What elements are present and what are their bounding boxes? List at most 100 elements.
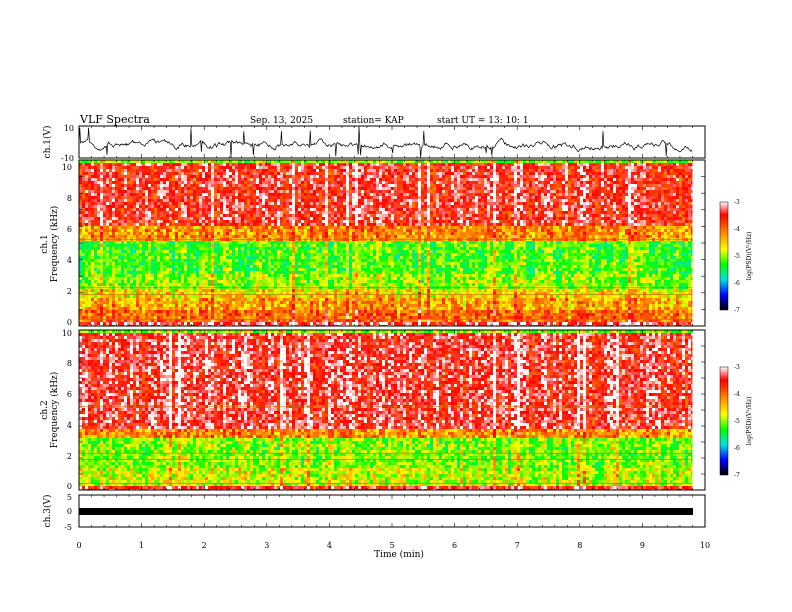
spectrogram-cell: [226, 172, 229, 175]
spectrogram-cell: [574, 184, 577, 187]
spectrogram-cell: [388, 178, 391, 181]
spectrogram-cell: [163, 193, 166, 196]
spectrogram-cell: [364, 190, 367, 193]
spectrogram-cell: [130, 181, 133, 184]
spectrogram-cell: [166, 196, 169, 199]
spectrogram-cell: [664, 163, 667, 166]
spectrogram-cell: [565, 163, 568, 166]
spectrogram-cell: [331, 184, 334, 187]
spectrogram-cell: [178, 172, 181, 175]
spectrogram-cell: [130, 172, 133, 175]
spectrogram-cell: [580, 193, 583, 196]
spectrogram-cell: [334, 175, 337, 178]
spectrogram-cell: [439, 187, 442, 190]
spectrogram-cell: [334, 187, 337, 190]
spectrogram-cell: [91, 163, 94, 166]
spectrogram-cell: [634, 184, 637, 187]
spectrogram-cell: [340, 172, 343, 175]
spectrogram-cell: [352, 193, 355, 196]
spectrogram-cell: [241, 178, 244, 181]
spectrogram-cell: [262, 178, 265, 181]
spectrogram-cell: [433, 184, 436, 187]
spectrogram-cell: [406, 190, 409, 193]
spectrogram-cell: [682, 181, 685, 184]
spectrogram-cell: [319, 163, 322, 166]
spectrogram-cell: [613, 184, 616, 187]
spectrogram-cell: [523, 163, 526, 166]
spectrogram-cell: [421, 175, 424, 178]
spectrogram-cell: [97, 175, 100, 178]
spectrogram-cell: [262, 193, 265, 196]
spectrogram-cell: [484, 175, 487, 178]
spectrogram-cell: [481, 181, 484, 184]
spectrogram-cell: [400, 184, 403, 187]
spectrogram-cell: [220, 178, 223, 181]
spectrogram-cell: [490, 169, 493, 172]
spectrogram-cell: [559, 169, 562, 172]
spectrogram-cell: [580, 172, 583, 175]
spectrogram-cell: [169, 166, 172, 169]
spectrogram-cell: [358, 169, 361, 172]
spectrogram-cell: [409, 184, 412, 187]
spectrogram-cell: [163, 175, 166, 178]
spectrogram-cell: [601, 187, 604, 190]
spectrogram-cell: [97, 172, 100, 175]
spectrogram-cell: [499, 175, 502, 178]
spectrogram-cell: [433, 166, 436, 169]
spectrogram-cell: [655, 166, 658, 169]
spectrogram-cell: [523, 178, 526, 181]
spectrogram-cell: [598, 178, 601, 181]
spectrogram-cell: [559, 178, 562, 181]
spectrogram-cell: [268, 190, 271, 193]
spectrogram-cell: [469, 163, 472, 166]
spectrogram-cell: [601, 175, 604, 178]
spectrogram-cell: [559, 181, 562, 184]
spectrogram-cell: [574, 193, 577, 196]
spectrogram-cell: [673, 172, 676, 175]
spectrogram-cell: [667, 172, 670, 175]
spectrogram-cell: [439, 190, 442, 193]
spectrogram-cell: [334, 169, 337, 172]
spectrogram-cell: [523, 181, 526, 184]
spectrogram-cell: [82, 196, 85, 199]
spectrogram-cell: [181, 169, 184, 172]
spectrogram-cell: [406, 181, 409, 184]
spectrogram-cell: [190, 166, 193, 169]
spectrogram-cell: [673, 166, 676, 169]
spectrogram-cell: [223, 169, 226, 172]
spectrogram-cell: [271, 184, 274, 187]
spectrogram-cell: [550, 190, 553, 193]
spectrogram-cell: [160, 193, 163, 196]
spectrogram-cell: [328, 172, 331, 175]
spectrogram-cell: [661, 175, 664, 178]
spectrogram-cell: [322, 169, 325, 172]
spectrogram-cell: [166, 166, 169, 169]
spectrogram-cell: [349, 166, 352, 169]
spectrogram-cell: [202, 163, 205, 166]
spectrogram-cell: [475, 181, 478, 184]
spectrogram-cell: [385, 187, 388, 190]
spectrogram-cell: [262, 163, 265, 166]
spectrogram-cell: [247, 166, 250, 169]
spectrogram-cell: [139, 187, 142, 190]
spectrogram-cell: [355, 184, 358, 187]
spectrogram-cell: [361, 190, 364, 193]
spectrogram-cell: [646, 193, 649, 196]
spectrogram-cell: [541, 181, 544, 184]
spectrogram-cell: [526, 181, 529, 184]
spectrogram-cell: [172, 163, 175, 166]
spectrogram-cell: [544, 181, 547, 184]
spectrogram-cell: [115, 163, 118, 166]
spectrogram-cell: [460, 166, 463, 169]
spectrogram-cell: [460, 172, 463, 175]
spectrogram-cell: [268, 163, 271, 166]
spectrogram-cell: [232, 184, 235, 187]
spectrogram-cell: [508, 169, 511, 172]
spectrogram-cell: [268, 172, 271, 175]
spectrogram-cell: [430, 190, 433, 193]
spectrogram-cell: [373, 190, 376, 193]
spectrogram-cell: [478, 175, 481, 178]
spectrogram-cell: [667, 190, 670, 193]
spectrogram-cell: [448, 178, 451, 181]
spectrogram-cell: [517, 190, 520, 193]
